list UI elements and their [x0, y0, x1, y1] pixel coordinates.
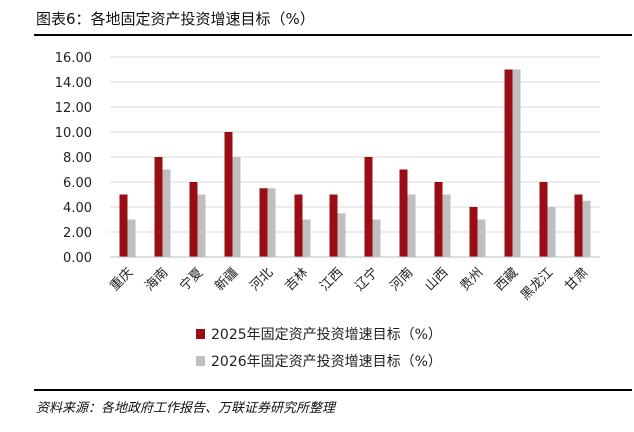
category-label: 吉林 [282, 265, 311, 294]
bar-2025 [119, 194, 128, 257]
bar-2026 [512, 69, 521, 257]
bar-2025 [434, 182, 443, 257]
category-label: 新疆 [212, 265, 242, 295]
bar-2026 [337, 213, 346, 257]
bar-2026 [582, 200, 591, 257]
bar-2025 [294, 194, 303, 257]
category-label: 河北 [247, 265, 276, 294]
y-tick-label: 2.00 [63, 226, 92, 241]
y-tick-label: 8.00 [63, 151, 92, 166]
bar-2026 [407, 194, 416, 257]
category-label: 宁夏 [177, 265, 207, 295]
legend-swatch [196, 356, 205, 366]
bar-2025 [574, 194, 583, 257]
category-label: 江西 [317, 265, 346, 294]
figure-title: 图表6：各地固定资产投资增速目标（%） [36, 10, 315, 28]
bars [119, 69, 591, 257]
bar-2025 [399, 169, 408, 257]
category-label: 贵州 [457, 265, 486, 294]
bar-2025 [329, 194, 338, 257]
y-tick-label: 16.00 [55, 51, 92, 66]
bar-2025 [469, 207, 478, 257]
category-label: 甘肃 [562, 265, 591, 294]
legend-label: 2025年固定资产投资增速目标（%） [211, 327, 442, 343]
y-axis-ticks: 0.00 2.00 4.00 6.00 8.00 10.00 12.00 14.00 16.00 [55, 51, 92, 266]
y-tick-label: 12.00 [55, 101, 92, 116]
category-label: 黑龙江 [518, 265, 556, 303]
category-label: 辽宁 [352, 265, 382, 295]
bar-2026 [197, 194, 206, 257]
y-tick-label: 4.00 [63, 201, 92, 216]
bar-2025 [189, 182, 198, 257]
bar-2026 [162, 169, 171, 257]
y-tick-label: 0.00 [63, 251, 92, 266]
legend-label: 2026年固定资产投资增速目标（%） [211, 354, 442, 370]
bar-2026 [372, 219, 381, 257]
bar-2026 [477, 219, 486, 257]
bar-2026 [267, 188, 276, 257]
category-label: 西藏 [492, 265, 521, 294]
bar-2025 [259, 188, 268, 257]
bar-2025 [504, 69, 513, 257]
bar-2026 [127, 219, 136, 257]
bar-2026 [442, 194, 451, 257]
legend-swatch [196, 329, 205, 339]
bar-2025 [539, 182, 548, 257]
category-label: 河南 [387, 265, 417, 295]
source-note: 资料来源：各地政府工作报告、万联证券研究所整理 [36, 401, 336, 416]
legend: 2025年固定资产投资增速目标（%） 2026年固定资产投资增速目标（%） [196, 327, 442, 370]
bottom-rule [34, 389, 632, 391]
category-label: 山西 [422, 265, 451, 294]
y-tick-label: 10.00 [55, 126, 92, 141]
category-label: 海南 [142, 265, 172, 295]
top-rule [34, 34, 632, 36]
y-tick-label: 14.00 [55, 76, 92, 91]
bar-2026 [547, 207, 556, 257]
y-tick-label: 6.00 [63, 176, 92, 191]
bar-2025 [154, 157, 163, 257]
bar-2026 [302, 219, 311, 257]
bar-2025 [364, 157, 373, 257]
bar-2026 [232, 157, 241, 257]
category-label: 重庆 [107, 265, 137, 295]
gridlines [110, 56, 600, 233]
bar-2025 [224, 132, 233, 257]
